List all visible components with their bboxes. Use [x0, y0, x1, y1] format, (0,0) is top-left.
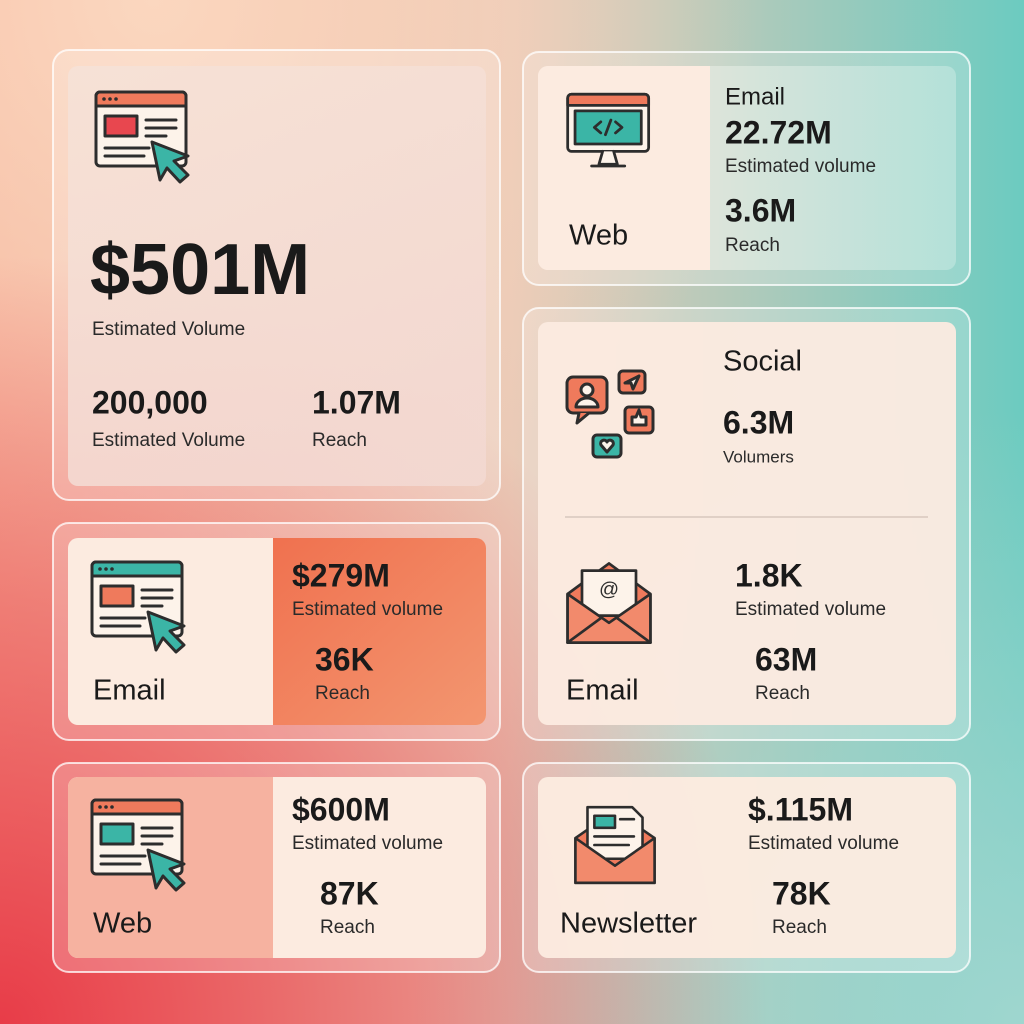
stat-value: 3.6M	[725, 192, 796, 228]
channel-card: Web Email 22.72M Estimated volume 3.6M R…	[522, 51, 971, 286]
stat-value: 1.8K	[735, 557, 803, 593]
stat-label: Estimated volume	[735, 599, 886, 620]
stat-value: 87K	[320, 875, 379, 911]
channel-name: Newsletter	[560, 908, 697, 940]
newsletter-icon	[574, 805, 656, 885]
stat-label: Reach	[315, 683, 370, 704]
stat-value: 78K	[772, 875, 831, 911]
channel-card: Web $600M Estimated volume 87K Reach	[52, 762, 501, 973]
stat-label: Volumers	[723, 447, 794, 466]
channel-card: Newsletter $.115M Estimated volume 78K R…	[522, 762, 971, 973]
stat-value: $600M	[292, 791, 390, 827]
stat-value: 200,000	[92, 384, 208, 420]
stat-value: $.115M	[748, 791, 853, 827]
stat-value: $279M	[292, 557, 390, 593]
channel-card: Email $279M Estimated volume 36K Reach	[52, 522, 501, 741]
stat-label: Reach	[312, 430, 367, 451]
card-title: Email	[725, 83, 785, 110]
stat-label: Estimated volume	[292, 833, 443, 854]
stat-label: Estimated Volume	[92, 430, 245, 451]
stat-label: Reach	[772, 917, 827, 938]
section-title: Social	[723, 346, 802, 378]
stat-value: 63M	[755, 641, 817, 677]
stat-value: 36K	[315, 641, 374, 677]
stat-label: Reach	[755, 683, 810, 704]
channel-name: Web	[569, 220, 628, 252]
stat-value: 22.72M	[725, 114, 832, 150]
headline-label: Estimated Volume	[92, 319, 245, 340]
stat-value: 6.3M	[723, 404, 794, 440]
card-highlight-panel	[273, 538, 486, 725]
summary-card: $501M Estimated Volume 200,000 Estimated…	[52, 49, 501, 501]
stat-label: Estimated volume	[748, 833, 899, 854]
stat-value: 1.07M	[312, 384, 401, 420]
channel-name: Web	[93, 908, 152, 940]
stat-label: Reach	[320, 917, 375, 938]
channel-name: Email	[566, 675, 639, 707]
stat-label: Estimated volume	[725, 156, 876, 177]
stat-label: Estimated volume	[292, 599, 443, 620]
channel-card: Social 6.3M Volumers Email 1.8K Estimate…	[522, 307, 971, 741]
stat-label: Reach	[725, 235, 780, 256]
channel-name: Email	[93, 675, 166, 707]
headline-value: $501M	[90, 230, 310, 310]
